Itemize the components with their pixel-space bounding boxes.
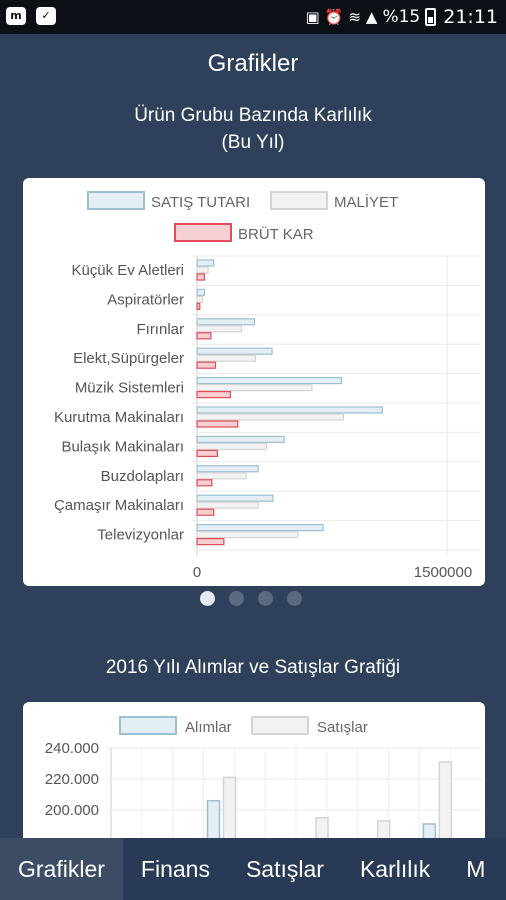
carousel-dot[interactable] <box>200 591 215 606</box>
alarm-icon: ⏰ <box>324 8 344 26</box>
category-label-televizyonlar: Televizyonlar <box>97 527 184 544</box>
m-icon: m <box>6 7 26 25</box>
category-label-camasir-makinalari: Çamaşır Makinaları <box>54 497 184 514</box>
bar-satislar-11[interactable] <box>438 761 453 862</box>
chart1-grid <box>192 255 480 556</box>
carousel-dot[interactable] <box>229 591 244 606</box>
chart1-card[interactable]: SATIŞ TUTARI MALİYET BRÜT KAR Küçük Ev A… <box>23 178 485 586</box>
category-label-muzik-sistemleri: Müzik Sistemleri <box>75 380 184 397</box>
bar-brut-kar-elekt-supurgeler[interactable] <box>196 361 217 369</box>
category-label-elekt-supurgeler: Elekt,Süpürgeler <box>73 350 184 367</box>
bar-maliyet-aspiratorler[interactable] <box>196 295 204 304</box>
chart1-svg: SATIŞ TUTARI MALİYET BRÜT KAR Küçük Ev A… <box>54 191 480 581</box>
bar-brut-kar-kurutma-makinalari[interactable] <box>196 420 239 428</box>
legend-swatch-alimlar[interactable] <box>119 716 177 735</box>
bar-satis-tutari-kurutma-makinalari[interactable] <box>196 406 383 414</box>
chart1-x-ticks: 0 1500000 <box>193 564 472 581</box>
legend-swatch-satislar[interactable] <box>251 716 309 735</box>
chart1-category-labels: Küçük Ev Aletleri Aspiratörler Fırınlar Ele… <box>54 262 184 544</box>
wifi-icon: ≋ <box>348 8 361 26</box>
carousel-dots <box>200 591 302 606</box>
chart1-title: Ürün Grubu Bazında Karlılık (Bu Yıl) <box>0 102 506 156</box>
legend-swatch-brut[interactable] <box>174 223 232 242</box>
bottom-tab-bar: Grafikler Finans Satışlar Karlılık M <box>0 838 506 900</box>
status-bar: m ✓ ▣ ⏰ ≋ ▲ %15 21:11 <box>0 0 506 34</box>
bar-maliyet-kucuk-ev-aletleri[interactable] <box>196 266 209 274</box>
y-tick-label: 240.000 <box>45 740 99 757</box>
battery-icon <box>425 8 437 26</box>
bar-brut-kar-buzdolaplari[interactable] <box>196 479 213 487</box>
bar-maliyet-elekt-supurgeler[interactable] <box>196 354 256 362</box>
chart2-legend: Alımlar Satışlar <box>119 716 368 736</box>
bar-brut-kar-camasir-makinalari[interactable] <box>196 508 215 516</box>
legend-label-maliyet: MALİYET <box>334 193 398 211</box>
legend-label-satislar: Satışlar <box>317 719 368 736</box>
bar-maliyet-camasir-makinalari[interactable] <box>196 501 259 509</box>
bar-satis-tutari-elekt-supurgeler[interactable] <box>196 347 273 355</box>
bar-brut-kar-muzik-sistemleri[interactable] <box>196 391 231 399</box>
y-tick-label: 220.000 <box>45 771 99 788</box>
bar-maliyet-buzdolaplari[interactable] <box>196 472 247 480</box>
tab-karlilik[interactable]: Karlılık <box>359 856 431 882</box>
page-title: Grafikler <box>207 50 299 77</box>
signal-icon: ▲ <box>365 8 378 26</box>
nfc-icon: ▣ <box>305 8 320 26</box>
chart1-bars <box>196 259 383 546</box>
bar-satis-tutari-aspiratorler[interactable] <box>196 288 206 297</box>
bar-brut-kar-bulasik-makinalari[interactable] <box>196 449 218 457</box>
bar-satis-tutari-televizyonlar[interactable] <box>196 524 324 532</box>
chart1-title-line1: Ürün Grubu Bazında Karlılık <box>134 105 372 126</box>
chart2-title: 2016 Yılı Alımlar ve Satışlar Grafiği <box>105 657 401 678</box>
bar-satis-tutari-buzdolaplari[interactable] <box>196 465 259 473</box>
bar-maliyet-televizyonlar[interactable] <box>196 531 299 539</box>
bar-brut-kar-aspiratorler[interactable] <box>196 302 201 311</box>
legend-label-alimlar: Alımlar <box>185 719 232 736</box>
bar-maliyet-muzik-sistemleri[interactable] <box>196 384 313 392</box>
legend-swatch-maliyet[interactable] <box>270 191 328 210</box>
legend-label-satis: SATIŞ TUTARI <box>151 194 250 211</box>
legend-label-brut: BRÜT KAR <box>238 225 314 243</box>
category-label-kurutma-makinalari: Kurutma Makinaları <box>54 409 184 426</box>
category-label-buzdolaplari: Buzdolapları <box>101 468 184 485</box>
chart1-legend: SATIŞ TUTARI MALİYET BRÜT KAR <box>87 191 398 243</box>
y-tick-label: 200.000 <box>45 802 99 819</box>
chart1-title-line2: (Bu Yıl) <box>221 132 285 153</box>
tab-grafikler[interactable]: Grafikler <box>0 838 123 900</box>
bar-maliyet-bulasik-makinalari[interactable] <box>196 442 268 450</box>
chart2-y-ticks: 240.000 220.000 200.000 <box>45 740 99 819</box>
category-label-kucuk-ev-aletleri: Küçük Ev Aletleri <box>71 262 184 279</box>
chart2-card[interactable]: Alımlar Satışlar 240.000 220.000 200.000 <box>23 702 485 862</box>
category-label-aspiratorler: Aspiratörler <box>107 291 184 308</box>
tab-satislar[interactable]: Satışlar <box>245 856 324 882</box>
bar-brut-kar-kucuk-ev-aletleri[interactable] <box>196 273 206 281</box>
clock: 21:11 <box>443 6 498 28</box>
category-label-firinlar: Fırınlar <box>136 321 184 338</box>
tab-more[interactable]: M <box>466 856 486 882</box>
x-tick-label: 1500000 <box>414 564 472 581</box>
briefcase-icon: ✓ <box>36 7 56 25</box>
carousel-dot[interactable] <box>258 591 273 606</box>
bar-brut-kar-firinlar[interactable] <box>196 332 212 340</box>
category-label-bulasik-makinalari: Bulaşık Makinaları <box>61 438 184 455</box>
battery-percent: %15 <box>382 7 421 27</box>
legend-swatch-satis[interactable] <box>87 191 145 210</box>
bar-maliyet-firinlar[interactable] <box>196 325 243 333</box>
bar-satis-tutari-camasir-makinalari[interactable] <box>196 494 274 502</box>
tab-finans[interactable]: Finans <box>140 856 210 882</box>
bar-maliyet-kurutma-makinalari[interactable] <box>196 413 345 421</box>
bar-satis-tutari-kucuk-ev-aletleri[interactable] <box>196 259 215 267</box>
x-tick-label: 0 <box>193 564 201 581</box>
carousel-dot[interactable] <box>287 591 302 606</box>
bar-satis-tutari-firinlar[interactable] <box>196 318 256 326</box>
bar-satis-tutari-muzik-sistemleri[interactable] <box>196 377 343 385</box>
bar-satis-tutari-bulasik-makinalari[interactable] <box>196 435 285 443</box>
bar-brut-kar-televizyonlar[interactable] <box>196 538 225 546</box>
